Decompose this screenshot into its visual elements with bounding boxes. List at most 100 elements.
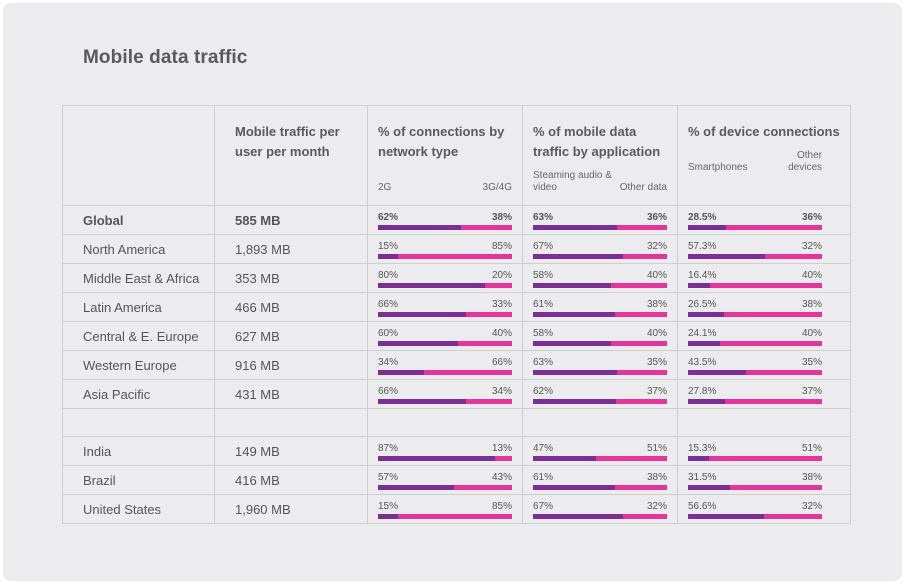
- device-value-b: 51%: [801, 443, 822, 454]
- device-bar: [688, 312, 822, 317]
- region-name: North America: [62, 234, 215, 264]
- device-value-b: 35%: [801, 357, 822, 368]
- network-bar: [378, 485, 512, 490]
- region-name: Global: [62, 205, 215, 235]
- application-values: 63% 36%: [533, 212, 667, 223]
- application-values: 47% 51%: [533, 443, 667, 454]
- header-application: % of mobile data traffic by application: [533, 124, 661, 159]
- device-bar-secondary: [709, 283, 822, 288]
- application-bar-primary: [533, 399, 617, 404]
- network-bar-primary: [378, 456, 495, 461]
- application-value-b: 37%: [646, 386, 667, 397]
- table-row: Western Europe 916 MB 34% 66% 63% 35% 43.5% 35%: [62, 350, 851, 380]
- device-value-a: 27.8%: [688, 386, 717, 397]
- table-row: Brazil 416 MB 57% 43% 61% 38% 31.5% 38%: [62, 465, 851, 495]
- network-bar: [378, 283, 512, 288]
- device-bar-primary: [688, 254, 765, 259]
- application-cell: 61% 38%: [522, 465, 678, 495]
- network-cell: 60% 40%: [367, 321, 523, 351]
- network-values: 80% 20%: [378, 270, 512, 281]
- network-bar-primary: [378, 312, 467, 317]
- network-value-b: 38%: [491, 212, 512, 223]
- device-cell: 24.1% 40%: [677, 321, 851, 351]
- region-name: Middle East & Africa: [62, 263, 215, 293]
- header-application-cell: % of mobile data traffic by application …: [522, 105, 678, 206]
- device-bar-secondary: [726, 225, 822, 230]
- device-values: 16.4% 40%: [688, 270, 822, 281]
- network-cell: 15% 85%: [367, 494, 523, 524]
- application-value-a: 67%: [533, 501, 554, 512]
- device-value-a: 43.5%: [688, 357, 717, 368]
- region-name: Latin America: [62, 292, 215, 322]
- application-bar-secondary: [622, 514, 667, 519]
- network-value-a: 66%: [378, 386, 399, 397]
- application-value-b: 40%: [646, 328, 667, 339]
- traffic-value: 627 MB: [214, 321, 368, 351]
- application-values: 58% 40%: [533, 328, 667, 339]
- device-value-a: 15.3%: [688, 443, 717, 454]
- traffic-value: 149 MB: [214, 436, 368, 466]
- network-value-a: 87%: [378, 443, 399, 454]
- device-bar-secondary: [725, 399, 822, 404]
- application-bar-primary: [533, 225, 618, 230]
- network-bar: [378, 514, 512, 519]
- traffic-value: 585 MB: [214, 205, 368, 235]
- traffic-value: 1,960 MB: [214, 494, 368, 524]
- table-row: Middle East & Africa 353 MB 80% 20% 58% 40% 16…: [62, 263, 851, 293]
- header-traffic-cell: Mobile traffic per user per month: [214, 105, 368, 206]
- network-value-a: 62%: [378, 212, 399, 223]
- application-bar-secondary: [595, 456, 667, 461]
- device-values: 27.8% 37%: [688, 386, 822, 397]
- network-bar: [378, 370, 512, 375]
- device-bar: [688, 341, 822, 346]
- device-values: 28.5% 36%: [688, 212, 822, 223]
- subheader-network-b: 3G/4G: [482, 182, 512, 193]
- network-value-b: 40%: [491, 328, 512, 339]
- device-value-b: 32%: [801, 241, 822, 252]
- application-value-b: 38%: [646, 472, 667, 483]
- header-network-cell: % of connections by network type 2G 3G/4…: [367, 105, 523, 206]
- header-network: % of connections by network type: [378, 124, 505, 159]
- network-bar-secondary: [466, 399, 512, 404]
- network-value-a: 60%: [378, 328, 399, 339]
- device-bar-primary: [688, 225, 727, 230]
- device-value-b: 36%: [801, 212, 822, 223]
- subheader-network-a: 2G: [378, 182, 392, 193]
- header-empty-cell: [62, 105, 215, 206]
- network-cell: 62% 38%: [367, 205, 523, 235]
- application-bar-primary: [533, 341, 611, 346]
- device-bar-primary: [688, 485, 731, 490]
- application-bar: [533, 341, 667, 346]
- device-bar-secondary: [764, 254, 822, 259]
- network-cell: 80% 20%: [367, 263, 523, 293]
- traffic-value: 416 MB: [214, 465, 368, 495]
- network-bar-primary: [378, 514, 399, 519]
- network-value-a: 34%: [378, 357, 399, 368]
- device-cell: 43.5% 35%: [677, 350, 851, 380]
- table-spacer-row: [62, 408, 851, 437]
- application-value-a: 47%: [533, 443, 554, 454]
- device-value-a: 28.5%: [688, 212, 717, 223]
- application-values: 67% 32%: [533, 241, 667, 252]
- device-bar-primary: [688, 514, 764, 519]
- table-row: Central & E. Europe 627 MB 60% 40% 58% 40% 24.…: [62, 321, 851, 351]
- network-values: 57% 43%: [378, 472, 512, 483]
- network-bar-secondary: [494, 456, 512, 461]
- traffic-value: 466 MB: [214, 292, 368, 322]
- network-bar: [378, 225, 512, 230]
- device-bar: [688, 399, 822, 404]
- device-bar-primary: [688, 341, 721, 346]
- table-row: Latin America 466 MB 66% 33% 61% 38% 26.5% 38%: [62, 292, 851, 322]
- header-device-cell: % of device connections Smartphones Othe…: [677, 105, 851, 206]
- traffic-value: 353 MB: [214, 263, 368, 293]
- table-row: Global 585 MB 62% 38% 63% 36% 28.5% 36%: [62, 205, 851, 235]
- device-bar-primary: [688, 399, 726, 404]
- device-bar-secondary: [730, 485, 822, 490]
- subheader-network: 2G 3G/4G: [378, 168, 512, 194]
- device-cell: 27.8% 37%: [677, 379, 851, 409]
- application-value-b: 38%: [646, 299, 667, 310]
- device-cell: 28.5% 36%: [677, 205, 851, 235]
- header-traffic: Mobile traffic per user per month: [235, 124, 340, 159]
- application-bar: [533, 399, 667, 404]
- application-bar: [533, 370, 667, 375]
